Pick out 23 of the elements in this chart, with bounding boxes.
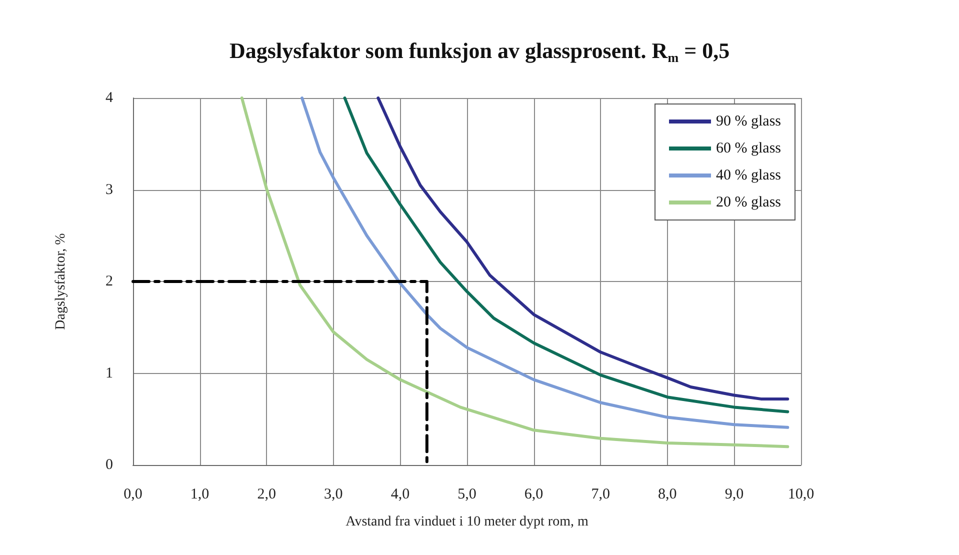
- legend-label: 60 % glass: [716, 140, 782, 156]
- x-tick-label: 0,0: [124, 486, 142, 502]
- x-tick-label: 7,0: [591, 486, 610, 502]
- x-tick-label: 1,0: [190, 486, 210, 502]
- y-tick-label: 1: [106, 365, 113, 382]
- y-tick-label: 4: [106, 90, 114, 106]
- x-tick-label: 5,0: [458, 486, 476, 502]
- y-tick-label: 2: [106, 274, 113, 290]
- x-tick-label: 6,0: [524, 486, 544, 502]
- legend-label: 40 % glass: [716, 168, 782, 184]
- x-tick-label: 2,0: [257, 486, 276, 502]
- x-tick-label: 3,0: [324, 486, 343, 502]
- x-tick-label: 8,0: [658, 486, 677, 502]
- x-tick-label: 4,0: [390, 486, 410, 502]
- line-series: [240, 96, 790, 448]
- legend-label: 90 % glass: [716, 114, 782, 130]
- legend-label: 20 % glass: [716, 194, 782, 210]
- y-tick-label: 0: [106, 457, 113, 473]
- x-axis-title: Avstand fra vinduet i 10 meter dypt rom, m: [346, 514, 588, 530]
- y-axis-title: Dagslysfaktor, %: [54, 232, 68, 330]
- x-tick-label: 10,0: [788, 486, 814, 502]
- x-tick-label: 9,0: [724, 486, 744, 502]
- y-tick-label: 3: [106, 182, 113, 198]
